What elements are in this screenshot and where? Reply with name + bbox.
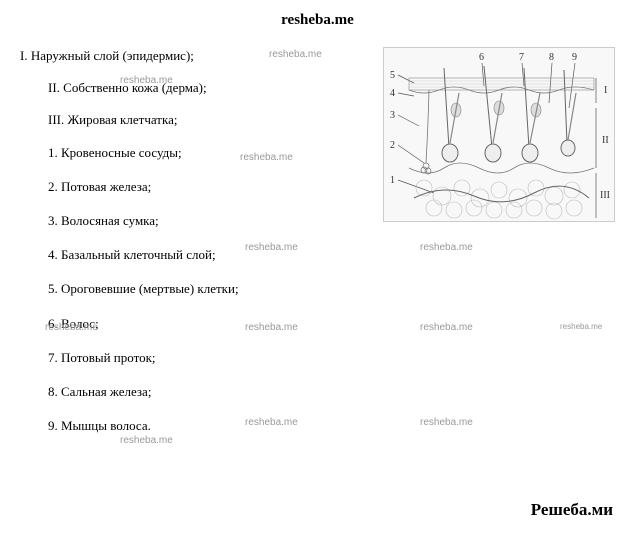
svg-text:II: II <box>602 135 609 146</box>
svg-text:8: 8 <box>549 52 554 63</box>
svg-text:2: 2 <box>390 140 395 151</box>
item-8: 8. Сальная железа; <box>48 383 615 401</box>
watermark: resheba.me <box>120 435 173 446</box>
item-6: 6. Волос; <box>48 315 615 333</box>
main-content: 6 7 8 9 5 4 3 2 1 I II III <box>20 47 615 435</box>
svg-text:I: I <box>604 85 607 96</box>
page-footer: Решеба.ми <box>531 500 613 520</box>
svg-text:9: 9 <box>572 52 577 63</box>
page-header: resheba.me <box>20 12 615 29</box>
item-7: 7. Потовый проток; <box>48 349 615 367</box>
svg-text:3: 3 <box>390 110 395 121</box>
svg-text:4: 4 <box>390 88 395 99</box>
item-5: 5. Ороговевшие (мертвые) клетки; <box>48 280 615 298</box>
skin-diagram: 6 7 8 9 5 4 3 2 1 I II III <box>383 47 615 222</box>
svg-text:7: 7 <box>519 52 524 63</box>
svg-text:1: 1 <box>390 175 395 186</box>
svg-text:6: 6 <box>479 52 484 63</box>
svg-text:III: III <box>600 190 610 201</box>
item-4: 4. Базальный клеточный слой; <box>48 246 615 264</box>
svg-text:5: 5 <box>390 70 395 81</box>
item-9: 9. Мышцы волоса. <box>48 417 615 435</box>
